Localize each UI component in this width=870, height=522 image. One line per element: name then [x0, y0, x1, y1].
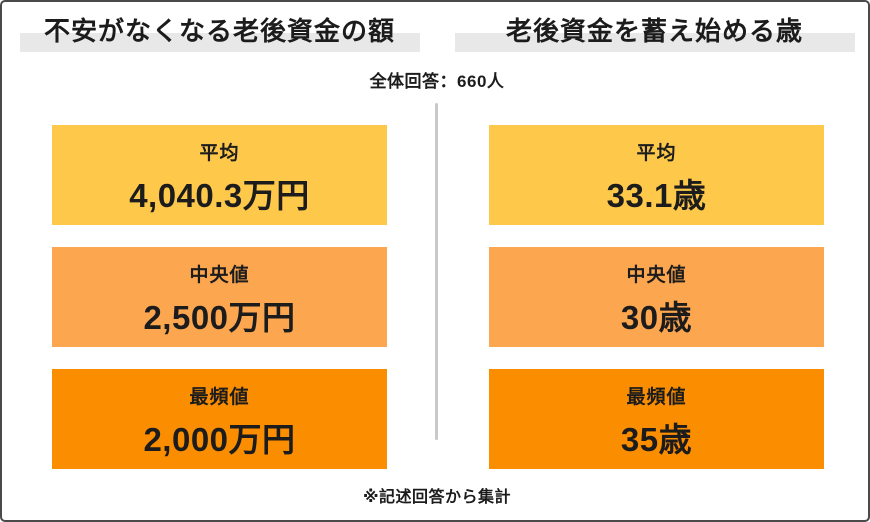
stat-box-amount-mode: 最頻値 2,000万円: [52, 369, 387, 469]
stat-box-amount-average: 平均 4,040.3万円: [52, 125, 387, 225]
stat-label-amount-mode: 最頻値: [189, 387, 250, 408]
left-column-header: 不安がなくなる老後資金の額: [2, 2, 437, 60]
stat-box-age-average: 平均 33.1歳: [489, 125, 824, 225]
stat-value-amount-median: 2,500万円: [143, 299, 296, 336]
respondents-note: 全体回答：660人: [369, 72, 505, 91]
stat-value-amount-average: 4,040.3万円: [129, 177, 310, 214]
stat-value-amount-mode: 2,000万円: [143, 421, 296, 458]
stat-value-age-median: 30歳: [620, 299, 693, 336]
left-title-highlight-bar: [20, 33, 420, 52]
stat-box-age-mode: 最頻値 35歳: [489, 369, 824, 469]
stat-box-age-median: 中央値 30歳: [489, 247, 824, 347]
stat-label-age-average: 平均: [636, 143, 677, 164]
stat-label-amount-median: 中央値: [189, 265, 250, 286]
stat-label-age-median: 中央値: [626, 265, 687, 286]
stat-value-age-average: 33.1歳: [606, 177, 707, 214]
right-title-highlight-bar: [455, 33, 855, 52]
footer-note: ※記述回答から集計: [362, 489, 512, 506]
column-divider: [435, 103, 438, 440]
stat-value-age-mode: 35歳: [620, 421, 693, 458]
stat-label-amount-average: 平均: [199, 143, 240, 164]
left-column-title: 不安がなくなる老後資金の額: [43, 16, 395, 46]
right-column-header: 老後資金を蓄え始める歳: [437, 2, 868, 60]
right-column-title: 老後資金を蓄え始める歳: [505, 16, 803, 46]
stat-box-amount-median: 中央値 2,500万円: [52, 247, 387, 347]
stat-label-age-mode: 最頻値: [626, 387, 687, 408]
